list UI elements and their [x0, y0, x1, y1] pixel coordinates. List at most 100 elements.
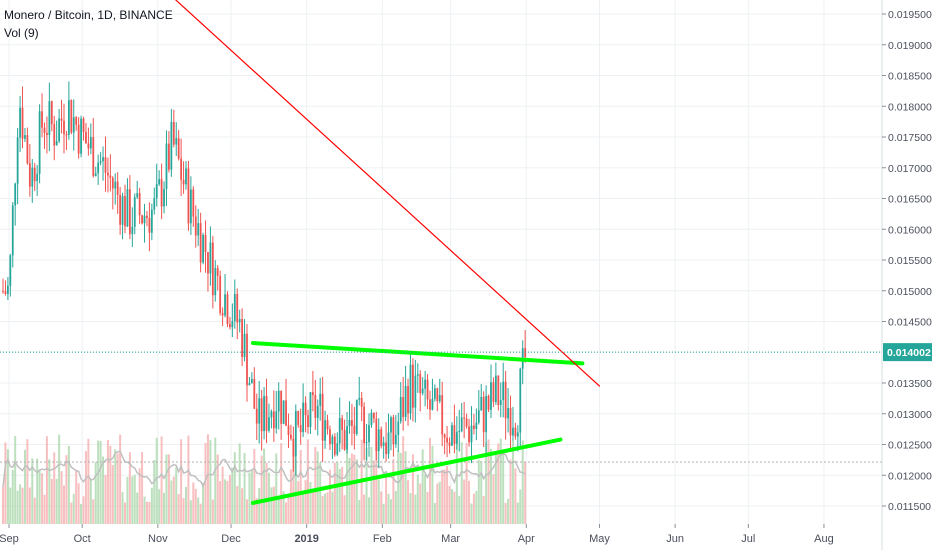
volume-bar — [148, 501, 151, 524]
volume-bar — [511, 440, 514, 524]
volume-bar — [119, 434, 122, 524]
volume-bar — [272, 486, 275, 524]
candle-body — [202, 234, 204, 263]
candle-body — [211, 242, 214, 296]
y-tick-label: 0.017000 — [888, 163, 932, 175]
volume-bar — [185, 486, 187, 524]
volume-bar — [365, 447, 368, 524]
volume-bar — [270, 487, 273, 524]
volume-bar — [92, 499, 95, 524]
candle-body — [433, 388, 436, 399]
candle-body — [221, 312, 224, 316]
candle-body — [333, 436, 336, 455]
candle-body — [243, 333, 246, 358]
candle-body — [48, 101, 51, 136]
volume-bar — [507, 498, 510, 524]
volume-bar — [197, 497, 200, 524]
candle-body — [463, 417, 466, 419]
volume-bar — [333, 462, 336, 524]
volume-bar — [187, 435, 190, 524]
volume-bar — [145, 501, 148, 524]
volume-bar — [387, 493, 390, 524]
candle-body — [370, 412, 373, 425]
candle-body — [21, 107, 24, 139]
candle-body — [26, 135, 29, 164]
candle-body — [385, 442, 387, 455]
candle-body — [260, 398, 263, 432]
volume-bar — [4, 442, 7, 524]
volume-bar — [189, 500, 192, 524]
candle-body — [136, 193, 139, 198]
candle-body — [233, 293, 236, 322]
candle-body — [507, 408, 509, 419]
symbol-title[interactable]: Monero / Bitcoin, 1D, BINANCE — [4, 8, 173, 22]
y-tick-label: 0.017500 — [888, 132, 932, 144]
volume-bar — [341, 466, 344, 524]
volume-bar — [72, 493, 75, 524]
volume-bar — [321, 495, 324, 524]
y-tick-label: 0.019500 — [888, 9, 932, 21]
volume-bar — [236, 486, 239, 524]
support-resistance-trendline — [251, 437, 563, 505]
volume-bar — [53, 452, 56, 524]
volume-bar — [294, 457, 297, 524]
y-tick-label: 0.014500 — [888, 317, 932, 329]
candle-body — [143, 215, 146, 224]
y-tick-label: 0.015500 — [888, 255, 932, 267]
price-candles — [2, 81, 527, 476]
volume-bar — [246, 499, 248, 524]
candle-body — [263, 395, 265, 432]
candle-body — [475, 422, 478, 429]
volume-bar — [346, 448, 349, 524]
volume-bar — [214, 437, 217, 524]
volume-bar — [326, 492, 329, 524]
volume-bar — [23, 449, 26, 524]
candle-body — [16, 137, 19, 184]
volume-bar — [75, 469, 78, 524]
candle-body — [158, 179, 161, 185]
volume-bar — [36, 458, 39, 524]
candle-body — [497, 375, 500, 405]
candle-body — [382, 442, 385, 446]
candle-body — [331, 436, 334, 445]
volume-bar — [48, 459, 51, 524]
volume-bar — [297, 481, 300, 524]
candle-body — [409, 364, 412, 414]
candle-body — [168, 143, 170, 170]
volume-indicator-label[interactable]: Vol (9) — [4, 26, 39, 40]
candle-body — [189, 189, 192, 224]
candle-body — [458, 431, 461, 433]
candle-body — [473, 425, 475, 429]
volume-bar — [453, 491, 456, 524]
volume-bar — [94, 461, 97, 524]
candle-body — [314, 395, 317, 418]
volume-bar — [192, 482, 195, 524]
volume-bar — [65, 455, 68, 524]
volume-bar — [299, 450, 302, 524]
volume-bar — [424, 474, 427, 524]
volume-bar — [55, 478, 58, 524]
candle-body — [412, 364, 414, 408]
candle-body — [67, 100, 70, 135]
candle-body — [375, 418, 378, 452]
candle-body — [304, 402, 307, 416]
candle-body — [302, 402, 305, 433]
candle-body — [197, 223, 200, 236]
volume-bar — [419, 483, 422, 524]
volume-bar — [128, 452, 131, 524]
volume-bar — [482, 495, 485, 524]
volume-bar — [494, 451, 497, 524]
volume-bar — [41, 473, 44, 524]
volume-bar — [38, 469, 41, 524]
volume-bar — [485, 442, 488, 524]
volume-bar — [211, 499, 214, 524]
volume-bar — [131, 476, 134, 524]
volume-bar — [492, 474, 495, 524]
volume-bar — [443, 469, 446, 524]
volume-bar — [490, 448, 492, 524]
candle-body — [41, 111, 43, 128]
candle-body — [238, 319, 241, 323]
candle-body — [297, 411, 300, 425]
candle-body — [509, 408, 512, 436]
volume-bar — [124, 502, 126, 524]
